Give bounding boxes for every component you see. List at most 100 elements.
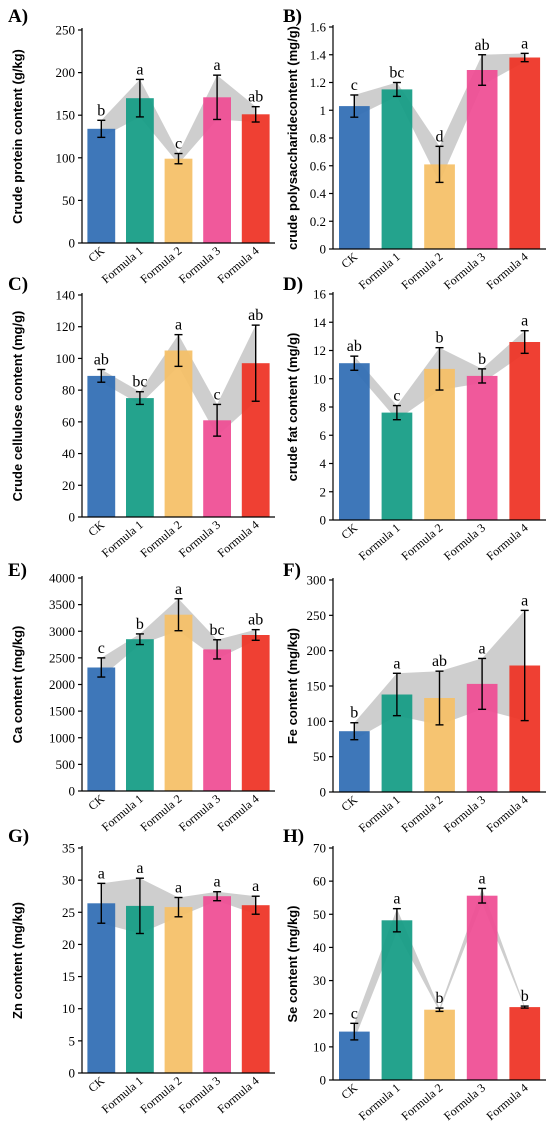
bar: [203, 97, 231, 243]
significance-letter: a: [175, 880, 182, 897]
y-tick-label: 10: [313, 1039, 326, 1054]
y-tick-label: 15: [62, 969, 75, 984]
significance-letter: c: [175, 136, 182, 153]
x-tick-label: Formula 2: [398, 250, 445, 293]
significance-letter: a: [393, 655, 400, 672]
y-tick-label: 1000: [49, 730, 75, 745]
significance-letter: c: [214, 386, 221, 403]
y-tick-label: 250: [56, 23, 76, 38]
bar: [164, 614, 193, 791]
x-tick-label: Formula 2: [137, 244, 184, 287]
x-tick-label: Formula 3: [441, 1081, 488, 1124]
bar: [466, 70, 498, 249]
significance-letter: a: [98, 865, 105, 882]
panel-letter: H): [283, 826, 304, 847]
error-bar: [97, 882, 106, 924]
x-tick-label: Formula 3: [176, 244, 223, 287]
y-tick-label: 50: [62, 193, 75, 208]
x-tick-label: Formula 3: [176, 518, 223, 561]
y-tick-label: 4000: [49, 571, 75, 586]
error-bar: [97, 368, 106, 383]
y-tick-label: 60: [313, 874, 326, 889]
error-bar: [251, 895, 260, 915]
x-tick-label: CK: [85, 1073, 107, 1095]
y-tick-label: 120: [56, 319, 76, 334]
y-tick-label: 0: [320, 785, 327, 800]
y-tick-label: 6: [320, 428, 327, 443]
y-tick-label: 0: [320, 513, 327, 528]
bar: [164, 158, 193, 243]
error-bar: [392, 672, 401, 717]
significance-letter: a: [136, 860, 143, 877]
significance-letter: bc: [389, 65, 404, 82]
y-tick-label: 2000: [49, 677, 75, 692]
y-tick-label: 150: [307, 679, 327, 694]
y-tick-label: 20: [62, 478, 75, 493]
y-tick-label: 150: [56, 108, 76, 123]
bar: [339, 363, 370, 520]
panel-letter: E): [8, 560, 27, 581]
y-tick-label: 140: [56, 288, 76, 303]
y-tick-label: 10: [62, 1001, 75, 1016]
bar: [241, 114, 270, 243]
y-tick-label: 1.2: [310, 75, 326, 90]
significance-letter: a: [175, 317, 182, 334]
bar: [509, 1007, 541, 1080]
x-tick-label: Formula 4: [484, 521, 531, 564]
significance-letter: a: [521, 35, 528, 52]
error-bar: [97, 119, 106, 139]
error-bar: [213, 891, 222, 902]
y-tick-label: 80: [62, 383, 75, 398]
error-bar: [350, 1022, 359, 1041]
x-tick-label: CK: [338, 249, 360, 271]
error-bar: [520, 1005, 529, 1009]
y-tick-label: 3000: [49, 624, 75, 639]
significance-letter: a: [393, 891, 400, 908]
panel-letter: B): [283, 6, 302, 27]
error-bar: [174, 896, 183, 918]
significance-letter: b: [350, 705, 358, 722]
significance-letter: c: [351, 77, 358, 94]
error-bar: [478, 54, 487, 86]
y-tick-label: 70: [313, 841, 326, 856]
significance-letter: ab: [347, 338, 362, 355]
bar: [339, 106, 370, 249]
x-tick-label: Formula 2: [398, 793, 445, 836]
x-tick-label: Formula 3: [441, 521, 488, 564]
bar: [424, 1009, 455, 1080]
y-tick-label: 1: [320, 103, 327, 118]
x-tick-label: Formula 1: [99, 518, 146, 561]
y-tick-label: 0: [69, 236, 76, 251]
y-tick-label: 25: [62, 905, 75, 920]
significance-letter: b: [136, 616, 144, 633]
y-tick-label: 60: [62, 414, 75, 429]
significance-letter: c: [98, 640, 105, 657]
significance-letter: b: [436, 990, 444, 1007]
x-tick-label: CK: [338, 520, 360, 542]
error-bar: [174, 333, 183, 368]
significance-letter: d: [436, 128, 444, 145]
y-tick-label: 0: [69, 1066, 76, 1081]
y-axis-label: Ca content (mg/kg): [10, 626, 25, 744]
x-tick-label: Formula 1: [356, 793, 403, 836]
y-tick-label: 14: [313, 315, 327, 330]
x-tick-label: Formula 1: [99, 244, 146, 287]
y-tick-label: 300: [307, 573, 327, 588]
y-tick-label: 50: [313, 749, 326, 764]
x-tick-label: Formula 3: [441, 250, 488, 293]
y-tick-label: 0.6: [310, 158, 327, 173]
bar: [381, 920, 413, 1080]
significance-letter: ab: [248, 612, 263, 629]
significance-letter: a: [479, 870, 486, 887]
error-bar: [174, 152, 183, 165]
significance-letter: ab: [432, 653, 447, 670]
x-tick-label: Formula 2: [137, 1074, 184, 1117]
error-bar: [135, 633, 144, 646]
x-tick-label: CK: [338, 1080, 360, 1102]
bar: [381, 412, 413, 520]
bar: [203, 896, 231, 1073]
significance-letter: a: [479, 640, 486, 657]
x-tick-label: Formula 2: [137, 792, 184, 835]
